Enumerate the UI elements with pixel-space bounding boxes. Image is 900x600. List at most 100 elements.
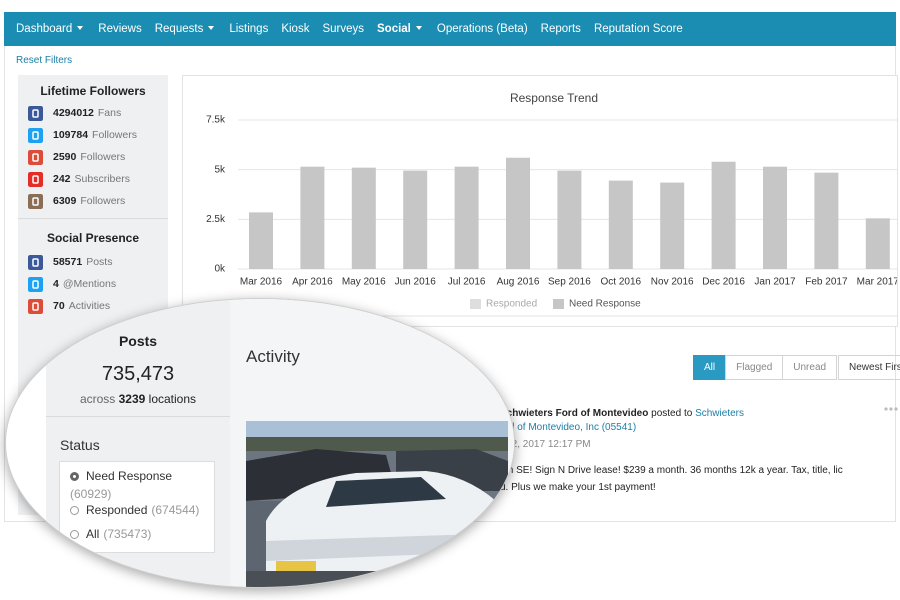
filter-button[interactable]: Flagged (725, 355, 784, 380)
status-options: Need Response (60929) Responded (674544) All… (59, 461, 215, 553)
follower-count: 4 (53, 278, 59, 290)
icon-glyph (32, 108, 39, 118)
post-target-line[interactable]: ord of Montevideo, Inc (05541) (500, 422, 637, 433)
bar (454, 166, 479, 269)
follower-row: 4 @Mentions (18, 273, 168, 295)
nav-label: Dashboard (16, 23, 73, 35)
icon-bg (28, 254, 43, 270)
separator (18, 218, 168, 219)
posts-title: Posts (118, 333, 158, 349)
follower-label: Followers (80, 195, 126, 207)
x-tick-label: Oct 2016 (601, 277, 642, 288)
status-option[interactable]: All (735473) (70, 527, 204, 541)
caret-shape (77, 26, 84, 30)
post-author[interactable]: Schwieters Ford of Montevideo (500, 408, 649, 419)
googleplus-icon (28, 298, 43, 314)
follower-row: 109784 Followers (18, 124, 168, 146)
facebook-icon (28, 105, 43, 121)
follower-count: 6309 (53, 195, 77, 207)
y-tick-label: 7.5k (206, 115, 226, 126)
radio-button[interactable] (70, 530, 79, 539)
nav-item[interactable]: Listings (229, 23, 268, 35)
nav-label: Kiosk (281, 23, 310, 35)
follower-count: 2590 (53, 151, 77, 163)
twitter-icon (28, 127, 43, 143)
option-label: All (86, 527, 100, 541)
follower-row: 242 Subscribers (18, 168, 168, 190)
nav-item[interactable]: Social (377, 23, 424, 35)
icon-glyph (32, 130, 39, 140)
lifetime-title: Lifetime Followers (40, 84, 146, 98)
activity-title: Activity (246, 347, 300, 366)
bar (865, 218, 890, 269)
post-photo (246, 421, 508, 587)
locations-label: locations (148, 392, 197, 406)
option-label: Need Response (86, 469, 173, 483)
icon-glyph (32, 196, 39, 206)
y-tick-label: 2.5k (206, 214, 226, 225)
bar (403, 170, 428, 269)
icon-bg (28, 193, 43, 209)
icon-glyph (32, 174, 39, 184)
follower-label: Posts (86, 256, 113, 268)
chart: Response Trend 0k 2.5k 5k 7.5k Mar 2016 Apr 2… (206, 91, 899, 317)
nav-item[interactable]: Requests (155, 23, 217, 35)
follower-label: Subscribers (74, 173, 130, 185)
nav-item[interactable]: Operations (Beta) (437, 23, 528, 35)
x-tick-label: Dec 2016 (702, 277, 745, 288)
bar (249, 212, 273, 269)
bar (660, 182, 685, 269)
reset-filters[interactable]: Reset Filters (16, 55, 73, 66)
icon-bg (28, 149, 43, 165)
googleplus-icon (28, 149, 43, 165)
post-date: ar 2, 2017 12:17 PM (500, 439, 591, 450)
icon-glyph (32, 257, 39, 267)
follower-row: 58571 Posts (18, 251, 168, 273)
radio-button[interactable] (70, 506, 79, 515)
post: Schwieters Ford of Montevideo posted to … (500, 408, 900, 493)
nav-item[interactable]: Reviews (98, 23, 141, 35)
option-label: Responded (86, 503, 148, 517)
sort-button[interactable]: Newest First (838, 355, 900, 380)
separator (46, 416, 230, 417)
follower-count: 242 (53, 173, 71, 185)
status-option[interactable]: Responded (674544) (70, 503, 204, 517)
x-tick-label: Aug 2016 (497, 277, 540, 288)
bar (300, 166, 325, 269)
across-label: across (79, 392, 116, 406)
caret-shape (415, 26, 422, 30)
nav-item[interactable]: Reputation Score (594, 23, 683, 35)
nav-label: Reputation Score (593, 23, 683, 35)
follower-count: 58571 (53, 256, 83, 268)
status-option[interactable]: Need Response (60929) (70, 469, 204, 501)
x-tick-label: Feb 2017 (805, 277, 848, 288)
option-count: (735473) (103, 527, 152, 541)
icon-glyph (32, 152, 39, 162)
nav-item[interactable]: Surveys (322, 23, 364, 35)
icon-bg (28, 127, 43, 143)
post-text: d. Plus we make your 1st payment! (500, 482, 656, 493)
nav-item[interactable]: Reports (541, 23, 581, 35)
radio-button[interactable] (70, 472, 79, 481)
follower-row: 6309 Followers (18, 190, 168, 212)
bar (557, 170, 582, 269)
post-target[interactable]: Schwieters (695, 408, 744, 419)
bar (351, 167, 376, 269)
instagram-icon (28, 193, 43, 209)
follower-count: 109784 (53, 129, 89, 141)
chart-title: Response Trend (510, 91, 598, 105)
follower-label: Followers (80, 151, 126, 163)
y-tick-label: 0k (214, 264, 226, 275)
legend-label: Need Response (569, 299, 641, 310)
more-icon[interactable] (884, 406, 898, 412)
nav-item[interactable]: Kiosk (281, 23, 309, 35)
lens-sidebar: Posts 735,473 across 3239 locations Stat… (46, 299, 230, 587)
nav-item[interactable]: Dashboard (16, 23, 85, 35)
nav-label: Operations (Beta) (436, 23, 528, 35)
x-tick-label: Mar 2016 (240, 277, 283, 288)
follower-label: Fans (97, 107, 122, 119)
filter-button[interactable]: All (693, 355, 727, 380)
icon-bg (28, 298, 43, 314)
filter-button[interactable]: Unread (782, 355, 838, 380)
follower-row: 2590 Followers (18, 146, 168, 168)
